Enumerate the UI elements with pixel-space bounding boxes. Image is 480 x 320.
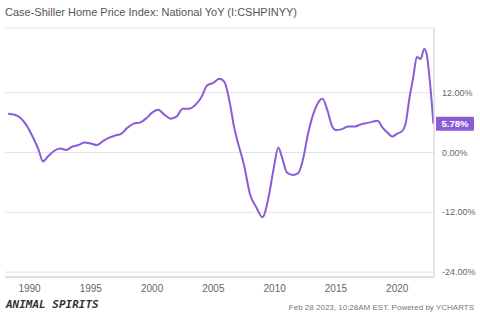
svg-text:0.00%: 0.00% (442, 148, 468, 158)
svg-text:1995: 1995 (80, 283, 103, 294)
svg-text:12.00%: 12.00% (442, 88, 472, 98)
svg-text:-12.00%: -12.00% (442, 207, 472, 217)
svg-text:2010: 2010 (264, 283, 287, 294)
html-text:Case-Shiller Home Price Index:: Case-Shiller Home Price Index: National … (5, 6, 297, 18)
svg-text:1990: 1990 (18, 283, 41, 294)
svg-text:5.78%: 5.78% (442, 118, 469, 129)
svg-text:-24.00%: -24.00% (442, 267, 472, 277)
svg-text:2005: 2005 (202, 283, 225, 294)
svg-text:2000: 2000 (141, 283, 164, 294)
html-text:Feb 28 2023, 10:28AM EST. Powe: Feb 28 2023, 10:28AM EST. Powered by YCH… (288, 303, 474, 312)
svg-text:2020: 2020 (386, 283, 409, 294)
html-text:ANIMAL SPIRITS: ANIMAL SPIRITS (6, 298, 99, 311)
svg-text:2015: 2015 (325, 283, 348, 294)
